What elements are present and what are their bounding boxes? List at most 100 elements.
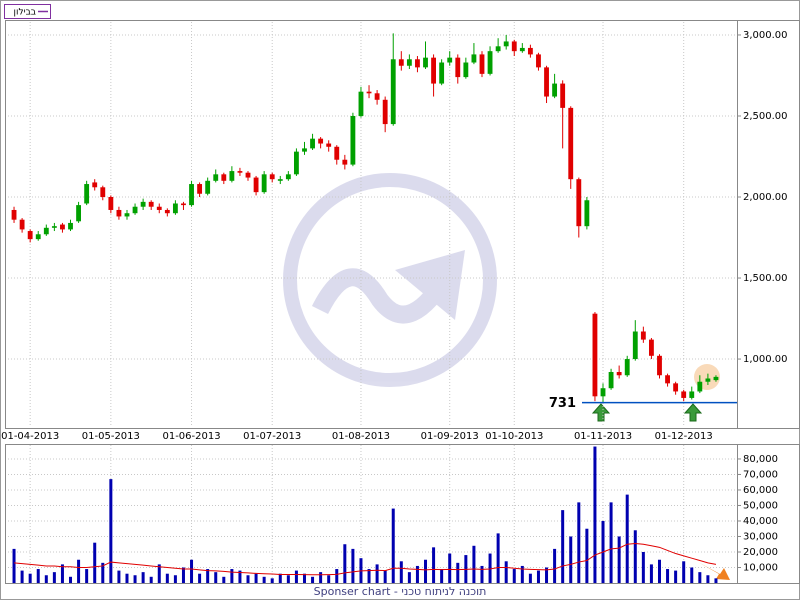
- volume-bar: [141, 572, 145, 583]
- volume-bar: [44, 575, 48, 583]
- candle-body: [544, 67, 549, 97]
- volume-bar: [641, 551, 645, 583]
- candle-body: [60, 224, 65, 230]
- volume-bar: [690, 567, 694, 583]
- volume-bar: [335, 569, 339, 583]
- volume-bar: [173, 575, 177, 583]
- y-tick-label: 2,500.00: [743, 111, 788, 122]
- volume-bar: [383, 570, 387, 583]
- volume-bar: [488, 553, 492, 583]
- volume-bar: [206, 569, 210, 583]
- y-tick-label: 1,000.00: [743, 354, 788, 365]
- candle-body: [302, 148, 307, 152]
- watermark-logo: [283, 173, 497, 387]
- volume-bar: [52, 572, 56, 583]
- volume-bar: [593, 446, 597, 583]
- candle-body: [519, 47, 525, 52]
- candle-body: [455, 57, 461, 78]
- volume-bar: [77, 559, 81, 583]
- volume-bar: [117, 570, 121, 583]
- volume-bar: [496, 533, 500, 583]
- y-tick-label: 60,000: [743, 485, 778, 496]
- y-tick-label: 20,000: [743, 547, 778, 558]
- volume-bar: [569, 536, 573, 583]
- volume-bar: [254, 573, 258, 583]
- candle-body: [398, 59, 404, 66]
- volume-bar: [617, 536, 621, 583]
- volume-bar: [230, 569, 234, 583]
- y-tick-label: 1,500.00: [743, 273, 788, 284]
- volume-bar: [415, 565, 419, 583]
- candle-body: [197, 184, 203, 194]
- volume-bar: [399, 561, 403, 583]
- candle-body: [592, 313, 598, 397]
- candle-body: [100, 187, 106, 198]
- candle-body: [406, 59, 412, 66]
- candle-body: [713, 376, 719, 381]
- candle-body: [164, 209, 170, 214]
- candle-body: [632, 331, 638, 360]
- candle-body: [503, 41, 509, 47]
- candle-body: [116, 209, 122, 217]
- volume-bar: [504, 561, 508, 583]
- candle-body: [51, 226, 57, 228]
- candle-body: [640, 331, 646, 340]
- volume-bar: [311, 576, 315, 583]
- trend-arrow: [698, 562, 730, 580]
- volume-bar: [286, 575, 290, 583]
- volume-bar: [294, 570, 298, 583]
- candle-body: [294, 151, 299, 175]
- candle-body: [189, 184, 194, 206]
- candle-body: [310, 138, 315, 149]
- candle-body: [76, 205, 81, 222]
- candle-body: [108, 197, 114, 210]
- volume-bar: [157, 564, 161, 583]
- candle-body: [415, 59, 420, 68]
- volume-bar: [706, 575, 710, 583]
- volume-bar: [190, 559, 194, 583]
- x-tick-label: 01-06-2013: [162, 431, 220, 442]
- candle-body: [576, 179, 582, 227]
- volume-bar: [682, 561, 686, 583]
- candle-body: [366, 91, 372, 94]
- y-tick-label: 30,000: [743, 531, 778, 542]
- candle-body: [11, 209, 17, 220]
- candle-body: [552, 83, 558, 97]
- candle-body: [536, 54, 541, 68]
- candle-body: [431, 57, 436, 84]
- candle-body: [471, 54, 477, 63]
- x-tick-label: 01-10-2013: [485, 431, 543, 442]
- volume-bar: [262, 576, 266, 583]
- volume-bar: [101, 562, 105, 583]
- candle-body: [624, 359, 630, 376]
- y-tick-label: 10,000: [743, 562, 778, 573]
- candle-body: [229, 171, 235, 181]
- volume-average-line: [13, 542, 717, 576]
- volume-bar: [609, 502, 613, 583]
- volume-bar: [302, 573, 306, 583]
- volume-bar: [633, 530, 637, 583]
- volume-bar: [440, 569, 444, 583]
- candle-body: [92, 182, 98, 188]
- candle-body: [68, 222, 73, 230]
- support-label: 731: [549, 396, 576, 411]
- candle-body: [681, 391, 687, 398]
- volume-bar: [319, 572, 323, 583]
- footer: Sponser chart - תוכנה לניתוח טכני: [314, 585, 487, 598]
- candle-body: [665, 375, 670, 384]
- volume-bar: [93, 542, 97, 583]
- volume-bar: [85, 569, 89, 583]
- candle-body: [705, 378, 711, 382]
- candle-body: [390, 59, 396, 125]
- volume-bar: [125, 573, 129, 583]
- volume-bar: [60, 564, 64, 583]
- candle-body: [697, 381, 703, 392]
- candle-body: [673, 383, 679, 392]
- x-tick-label: 01-09-2013: [421, 431, 479, 442]
- volume-bar: [480, 565, 484, 583]
- volume-bar: [28, 573, 32, 583]
- candle-body: [253, 177, 259, 193]
- volume-bar: [278, 573, 282, 583]
